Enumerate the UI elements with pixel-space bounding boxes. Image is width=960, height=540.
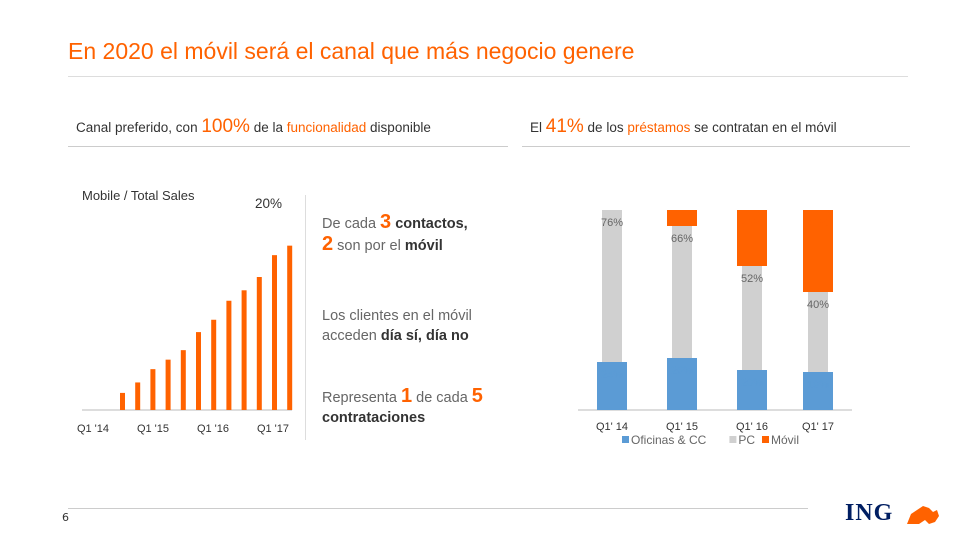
- data-label: 24%: [601, 369, 623, 381]
- stacked-bar-pc: [808, 292, 828, 372]
- mobile-sales-bar: [180, 350, 186, 410]
- data-label: 76%: [601, 217, 623, 229]
- vertical-divider: [305, 195, 306, 440]
- legend-swatch: [622, 436, 629, 443]
- slide-title: En 2020 el móvil será el canal que más n…: [68, 38, 635, 64]
- mobile-sales-bar: [120, 392, 125, 410]
- ing-logo-text: ING: [845, 500, 894, 526]
- data-label: 8%: [674, 217, 690, 229]
- stacked-bar-m-vil: [667, 210, 697, 226]
- stat-access: Los clientes en el móvil acceden día sí,…: [322, 308, 472, 344]
- stat-contacts: De cada 3 contactos, 2 son por el móvil: [322, 211, 468, 255]
- stacked-bar-oficinas-cc: [597, 362, 627, 410]
- lion-icon: [907, 506, 939, 524]
- mobile-sales-bar: [287, 245, 293, 410]
- mobile-sales-bar: [256, 277, 262, 410]
- mini-chart-annotation: 20%: [255, 196, 283, 211]
- mobile-sales-bar: [272, 255, 277, 410]
- x-tick-label: Q1 '16: [197, 423, 229, 435]
- mobile-sales-bar: [135, 382, 141, 410]
- stacked-bar-m-vil: [737, 210, 767, 266]
- stacked-bar-pc: [602, 210, 622, 362]
- right-header-divider: [522, 146, 910, 147]
- mobile-sales-chart: Q1 '14 Q1 '15 Q1 '16 Q1 '17: [77, 245, 293, 435]
- stat-contracts: Representa 1 de cada 5 contrataciones: [322, 385, 483, 426]
- mobile-sales-bar: [150, 369, 156, 410]
- x-tick-label: Q1 '17: [257, 423, 289, 435]
- x-tick-label: Q1 '15: [137, 423, 169, 435]
- mobile-sales-bar: [196, 332, 201, 410]
- left-panel-header: Canal preferido, con 100% de la funciona…: [76, 116, 431, 137]
- data-label: 19%: [807, 379, 829, 391]
- right-panel-header: El 41% de los préstamos se contratan en …: [530, 116, 837, 137]
- legend-swatch: [729, 436, 737, 443]
- x-tick-label: Q1 '14: [77, 423, 109, 435]
- left-header-divider: [68, 146, 508, 147]
- data-label: 28%: [741, 217, 763, 229]
- x-tick-label: Q1' 15: [666, 421, 698, 433]
- legend-label: Oficinas & CC: [631, 433, 707, 447]
- footer-divider: [68, 508, 808, 509]
- legend-label: PC: [738, 433, 755, 447]
- title-divider: [68, 76, 908, 77]
- x-tick-label: Q1' 17: [802, 421, 834, 433]
- mobile-sales-bar: [226, 300, 232, 410]
- data-label: 26%: [671, 365, 693, 377]
- mobile-sales-bar: [241, 290, 247, 410]
- data-label: 66%: [671, 233, 693, 245]
- stacked-bar-pc: [672, 226, 692, 358]
- stacked-bar-m-vil: [803, 210, 833, 292]
- data-label: 52%: [741, 273, 763, 285]
- mobile-sales-bar: [211, 319, 217, 410]
- data-label: 20%: [741, 377, 763, 389]
- data-label: 40%: [807, 299, 829, 311]
- x-tick-label: Q1' 14: [596, 421, 628, 433]
- x-tick-label: Q1' 16: [736, 421, 768, 433]
- page-number: 6: [62, 511, 69, 524]
- stacked-bar-oficinas-cc: [803, 372, 833, 410]
- mini-chart-title: Mobile / Total Sales: [82, 188, 195, 203]
- mobile-sales-bar: [165, 359, 171, 410]
- stacked-bar-oficinas-cc: [737, 370, 767, 410]
- legend-swatch: [762, 436, 769, 443]
- stacked-bar-pc: [742, 266, 762, 370]
- legend-label: Móvil: [771, 433, 799, 447]
- loans-channel-chart: 24% 76% Q1' 14 26% 66% 8% Q1' 15 20% 52% 28% Q1' 1…: [578, 210, 852, 447]
- stacked-bar-oficinas-cc: [667, 358, 697, 410]
- ing-logo: ING: [845, 500, 945, 530]
- data-label: 41%: [807, 217, 829, 229]
